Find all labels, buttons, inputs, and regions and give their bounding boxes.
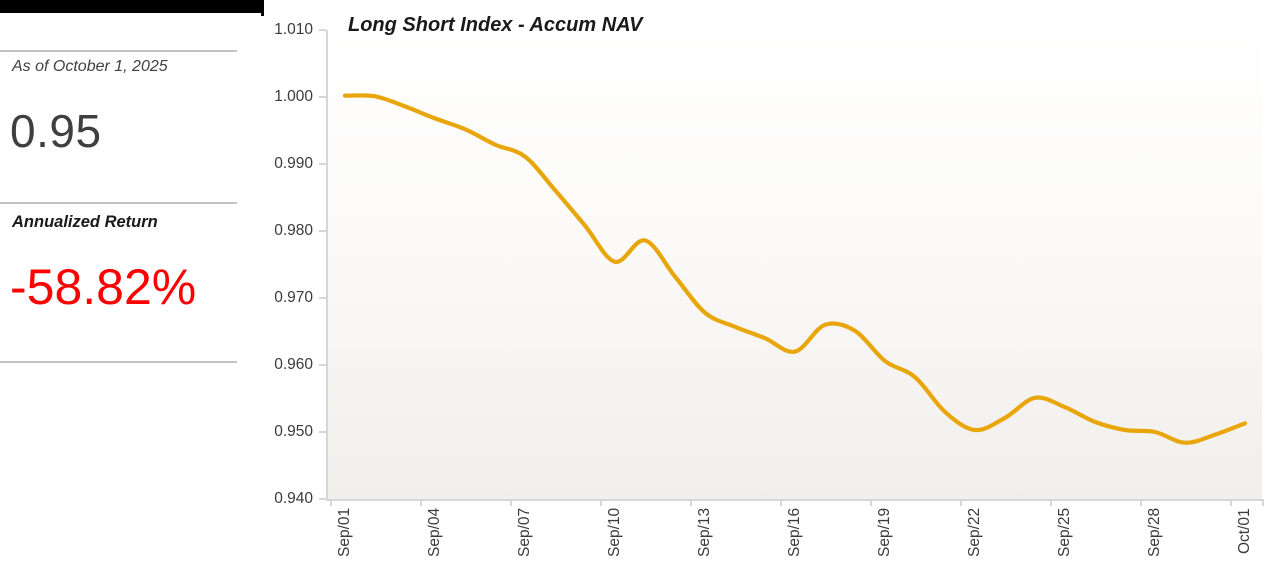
top-black-bar	[0, 0, 262, 13]
top-black-bar-edge	[261, 0, 264, 16]
y-axis-tick	[319, 29, 326, 31]
x-axis-line	[326, 499, 1264, 501]
x-axis-tick	[1230, 499, 1232, 506]
panel-divider	[0, 361, 237, 363]
y-axis-tick	[319, 297, 326, 299]
x-axis-tick	[510, 499, 512, 506]
x-axis-tick-label: Sep/16	[786, 508, 803, 558]
y-axis-tick	[319, 498, 326, 500]
y-axis-tick	[319, 364, 326, 366]
as-of-date-label: As of October 1, 2025	[12, 58, 168, 75]
summary-panel: As of October 1, 2025 0.95 Annualized Re…	[0, 0, 264, 582]
y-axis-tick-label: 0.990	[274, 155, 313, 172]
y-axis-tick-label: 0.960	[274, 356, 313, 373]
x-axis-tick-label: Sep/01	[336, 508, 353, 558]
x-axis-tick	[1050, 499, 1052, 506]
y-axis-tick-label: 0.950	[274, 423, 313, 440]
x-axis-tick-label: Sep/07	[516, 508, 533, 558]
x-axis-tick-label: Sep/19	[876, 508, 893, 558]
y-axis-line	[326, 30, 328, 499]
x-axis-tick-label: Oct/01	[1236, 508, 1253, 554]
x-axis-tick	[330, 499, 332, 506]
x-axis-tick-label: Sep/22	[966, 508, 983, 558]
panel-divider	[0, 50, 237, 52]
x-axis-tick	[1140, 499, 1142, 506]
x-axis-tick-label: Sep/25	[1056, 508, 1073, 558]
x-axis-tick	[960, 499, 962, 506]
chart-title: Long Short Index - Accum NAV	[348, 14, 643, 36]
x-axis-tick-label: Sep/10	[606, 508, 623, 558]
annualized-return-value: -58.82%	[10, 259, 197, 315]
x-axis-tick-label: Sep/28	[1146, 508, 1163, 558]
nav-value: 0.95	[10, 105, 102, 157]
y-axis-tick-label: 0.980	[274, 222, 313, 239]
y-axis-tick-label: 1.000	[274, 88, 313, 105]
plot-background	[326, 30, 1262, 499]
y-axis-tick	[319, 431, 326, 433]
annualized-return-label: Annualized Return	[12, 213, 158, 231]
x-axis-tick-label: Sep/04	[426, 508, 443, 558]
y-axis-tick	[319, 96, 326, 98]
x-axis-tick	[780, 499, 782, 506]
x-axis-tick	[420, 499, 422, 506]
panel-divider	[0, 202, 237, 204]
y-axis-tick-label: 0.940	[274, 490, 313, 507]
y-axis-tick-label: 0.970	[274, 289, 313, 306]
x-axis-tick	[1262, 499, 1264, 506]
y-axis-tick	[319, 230, 326, 232]
y-axis-tick	[319, 163, 326, 165]
x-axis-tick-label: Sep/13	[696, 508, 713, 558]
nav-chart: Long Short Index - Accum NAV 1.010 1.000 0…	[262, 0, 1280, 582]
x-axis-tick	[690, 499, 692, 506]
x-axis-tick	[600, 499, 602, 506]
y-axis-tick-label: 1.010	[274, 21, 313, 38]
x-axis-tick	[870, 499, 872, 506]
